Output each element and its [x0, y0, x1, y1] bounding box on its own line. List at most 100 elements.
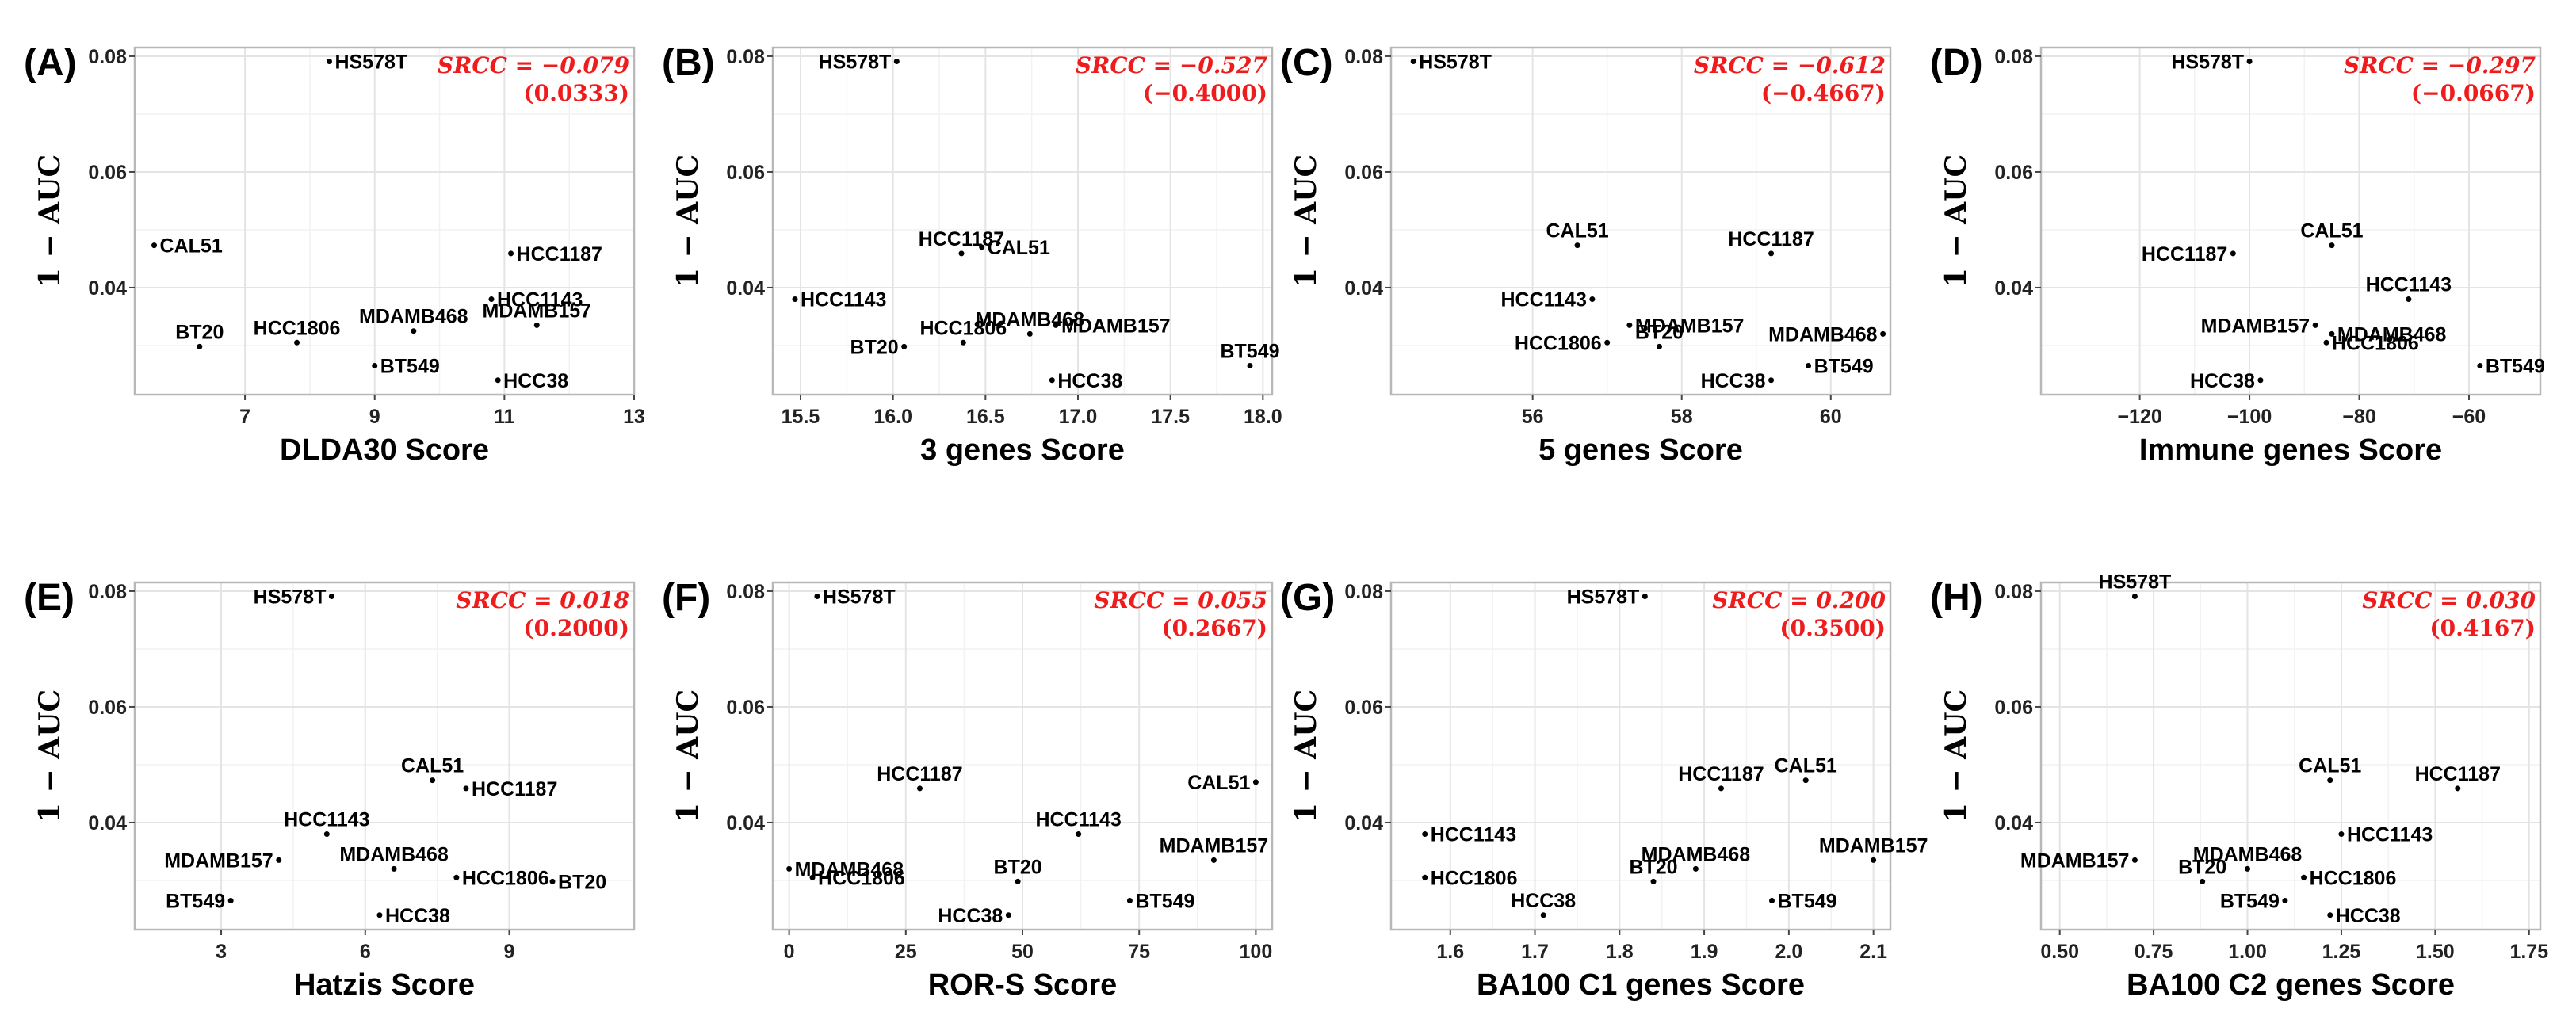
point-label: HCC1187: [919, 228, 1004, 250]
panel-border: [133, 581, 636, 931]
x-tick-label: 58: [1671, 406, 1693, 428]
data-point: [227, 898, 234, 903]
y-tick-label: 0.04: [1994, 812, 2033, 834]
data-point: [1574, 242, 1580, 249]
data-point: [326, 59, 332, 65]
point-label: HS578T: [1567, 586, 1640, 609]
data-point: [1604, 339, 1611, 346]
panel-letter: (G): [1280, 577, 1335, 619]
y-tick-label: 0.04: [1344, 277, 1383, 300]
plot-area: [1391, 48, 1890, 395]
srcc-value: SRCC = 0.030: [2362, 587, 2536, 613]
data-point: [2327, 777, 2333, 784]
data-point: [809, 874, 816, 880]
point-label: MDAMB157: [2020, 850, 2130, 872]
data-point: [276, 857, 282, 863]
plot-area: [1391, 582, 1890, 930]
data-point: [1252, 779, 1259, 785]
x-tick-label: 9: [369, 406, 380, 428]
panel-border: [133, 46, 636, 396]
point-label: MDAMB157: [164, 850, 273, 872]
data-point: [2282, 898, 2288, 903]
y-tick-label: 0.04: [88, 277, 127, 300]
point-label: BT549: [380, 356, 440, 378]
data-point: [2246, 59, 2253, 65]
x-axis-title: Hatzis Score: [294, 968, 475, 1002]
y-tick-label: 0.08: [726, 581, 765, 603]
point-label: BT549: [1220, 341, 1279, 363]
panel-c: 56 58 60 0.04 0.06 0.08 (C) 1 − AUC 5 genes Scor…: [1280, 42, 1892, 467]
y-tick-label: 0.08: [1344, 46, 1383, 68]
data-point: [376, 912, 383, 918]
data-point: [1005, 912, 1011, 918]
x-tick-label: 1.75: [2509, 941, 2548, 963]
x-tick-label: 25: [895, 941, 917, 963]
panel-d: −120 −100 −80 −60 0.04 0.06 0.08 (D) 1 − AUC Immu…: [1930, 42, 2545, 467]
x-tick-label: 15.5: [782, 406, 820, 428]
data-point: [1871, 857, 1877, 863]
point-label: BT549: [166, 891, 225, 913]
data-point: [1692, 865, 1699, 872]
srcc-value: SRCC = 0.200: [1712, 587, 1886, 613]
x-tick-label: 1.7: [1521, 941, 1549, 963]
x-tick-label: 1.25: [2322, 941, 2361, 963]
data-point: [2329, 242, 2335, 249]
point-label: MDAMB468: [2337, 323, 2447, 346]
point-label: MDAMB468: [339, 843, 449, 865]
point-label: HCC1806: [2310, 867, 2397, 889]
panel-e: 3 6 9 0.04 0.06 0.08 (E) 1 − AUC Hatzis Score SRC…: [24, 577, 636, 1002]
y-tick-label: 0.04: [88, 812, 127, 834]
plot-area: [2041, 582, 2540, 930]
data-point: [1642, 594, 1648, 600]
data-point: [463, 785, 469, 792]
y-axis-title: 1 − AUC: [671, 155, 705, 288]
srcc-parenthetical: (−0.4667): [1761, 80, 1886, 106]
data-point: [323, 831, 330, 838]
point-label: HCC1143: [2347, 824, 2433, 846]
data-point: [508, 250, 514, 257]
x-tick-label: 0.75: [2135, 941, 2173, 963]
x-tick-label: −60: [2452, 406, 2486, 428]
point-label: HS578T: [2171, 52, 2244, 74]
x-tick-label: 13: [623, 406, 645, 428]
data-point: [1126, 898, 1133, 903]
data-point: [2323, 339, 2329, 346]
point-label: HCC1143: [2366, 274, 2452, 296]
data-point: [2301, 874, 2307, 880]
y-tick-label: 0.04: [1344, 812, 1383, 834]
panel-g: 1.6 1.7 1.8 1.9 2.0 2.1 0.04 0.06 0.08 (G) 1 − AUC…: [1280, 577, 1928, 1002]
point-label: HCC1806: [462, 867, 549, 889]
x-tick-label: 9: [504, 941, 515, 963]
x-tick-label: 17.5: [1151, 406, 1190, 428]
point-label: CAL51: [401, 755, 464, 777]
srcc-value: SRCC = −0.297: [2344, 52, 2536, 78]
data-point: [1802, 777, 1809, 784]
point-label: MDAMB157: [1160, 834, 1269, 857]
point-label: HCC1806: [1515, 332, 1602, 354]
data-point: [2200, 878, 2206, 884]
data-point: [916, 785, 923, 792]
point-label: BT20: [558, 871, 606, 893]
point-label: MDAMB468: [1642, 843, 1751, 865]
point-label: HS578T: [1419, 52, 1492, 74]
point-label: HCC1143: [1035, 809, 1121, 831]
data-point: [1806, 363, 1812, 368]
point-label: HCC38: [1511, 890, 1576, 912]
point-label: BT549: [1135, 891, 1194, 913]
data-point: [197, 343, 203, 349]
data-point: [792, 296, 798, 303]
point-label: HCC1143: [284, 809, 369, 831]
x-tick-label: 3: [216, 941, 227, 963]
data-point: [1650, 878, 1657, 884]
point-label: HCC38: [2190, 370, 2255, 392]
panel-letter: (D): [1930, 42, 1983, 84]
y-tick-label: 0.08: [88, 581, 127, 603]
x-tick-label: 56: [1522, 406, 1544, 428]
x-tick-label: 16.0: [873, 406, 912, 428]
x-tick-label: −120: [2117, 406, 2161, 428]
point-label: CAL51: [1546, 220, 1608, 242]
srcc-value: SRCC = −0.527: [1076, 52, 1268, 78]
point-label: MDAMB468: [976, 308, 1085, 330]
point-label: CAL51: [160, 235, 223, 258]
